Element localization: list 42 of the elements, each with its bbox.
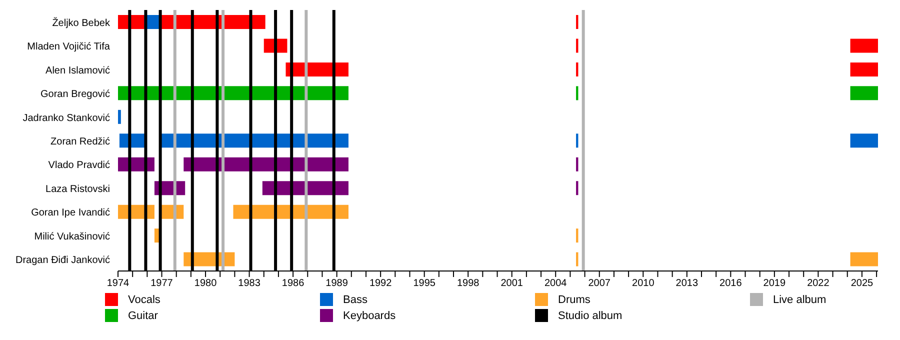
x-tick-label: 1977 (150, 278, 174, 290)
legend-label: Keyboards (343, 310, 396, 322)
x-tick-label: 2016 (720, 278, 742, 290)
legend-label: Bass (343, 294, 368, 306)
y-tick-label: Alen Islamović (46, 65, 110, 76)
x-tick-label: 2007 (588, 278, 611, 290)
x-tick-label: 2010 (632, 278, 655, 290)
legend-label: Drums (558, 294, 590, 306)
x-tick-label: 1980 (194, 278, 218, 290)
y-tick-label: Mladen Vojičić Tifa (27, 42, 110, 53)
x-tick-label: 2025 (850, 278, 874, 290)
bar (850, 38, 878, 53)
legend-label: Live album (773, 294, 826, 306)
bar (118, 110, 121, 124)
bar (850, 62, 878, 76)
x-tick-label: 1995 (413, 278, 436, 290)
y-tick-label: Dragan Điđi Janković (16, 255, 110, 266)
y-tick-label: Goran Ipe Ivandić (31, 208, 110, 219)
y-tick-label: Milić Vukašinović (34, 231, 110, 242)
x-tick-label: 1983 (238, 278, 261, 290)
x-tick-label: 2001 (500, 278, 524, 290)
x-tick-label: 2004 (544, 278, 568, 290)
y-tick-label: Vlado Pravdić (48, 160, 110, 172)
x-tick-label: 1992 (369, 278, 392, 290)
x-tick-label: 2022 (807, 278, 830, 290)
y-tick-label: Zoran Redžić (50, 136, 110, 148)
y-tick-label: Jadranko Stanković (22, 112, 110, 124)
bar (850, 134, 878, 148)
y-tick-label: Goran Bregović (40, 89, 110, 100)
legend-label: Studio album (558, 310, 622, 322)
x-tick-label: 2013 (676, 278, 698, 290)
x-tick-label: 1989 (326, 278, 348, 290)
y-tick-label: Laza Ristovski (46, 184, 110, 195)
x-tick-label: 1998 (456, 278, 480, 290)
x-tick-label: 1974 (106, 278, 130, 290)
y-tick-label: Željko Bebek (52, 16, 111, 29)
x-tick-label: 1986 (282, 278, 305, 290)
legend-label: Guitar (128, 310, 158, 322)
bar (850, 86, 878, 100)
legend-label: Vocals (128, 294, 160, 306)
bar (850, 252, 878, 266)
x-tick-label: 2019 (763, 278, 786, 290)
